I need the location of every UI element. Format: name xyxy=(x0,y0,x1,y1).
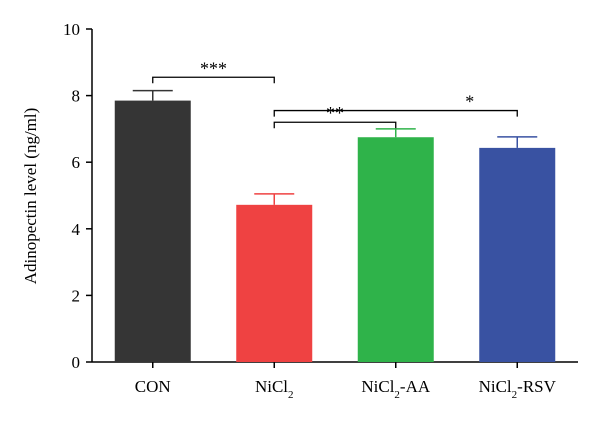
y-axis-title: Adinopectin level (ng/ml) xyxy=(21,108,40,285)
significance-bracket xyxy=(273,121,397,129)
x-tick-label: NiCl2-AA xyxy=(361,377,431,401)
bar xyxy=(114,100,191,362)
y-tick-label: 6 xyxy=(72,153,81,172)
bars xyxy=(114,100,556,362)
bar xyxy=(479,147,556,362)
x-tick-label: NiCl2-RSV xyxy=(479,377,557,401)
y-tick-label: 4 xyxy=(72,220,81,239)
significance-brackets xyxy=(152,76,518,129)
significance-bracket xyxy=(273,109,518,117)
significance-bracket xyxy=(152,76,275,84)
significance-label: * xyxy=(465,92,474,112)
y-tick-label: 10 xyxy=(63,20,80,39)
y-tick-label: 0 xyxy=(72,353,81,372)
x-tick-label: NiCl2 xyxy=(255,377,294,401)
significance-label: ** xyxy=(326,103,344,123)
y-tick-label: 8 xyxy=(72,87,81,106)
significance-label: *** xyxy=(200,58,227,78)
x-tick-label: CON xyxy=(135,377,171,396)
bar xyxy=(236,204,313,362)
y-tick-label: 2 xyxy=(72,286,81,305)
bar xyxy=(357,137,434,362)
error-bars xyxy=(132,89,538,205)
